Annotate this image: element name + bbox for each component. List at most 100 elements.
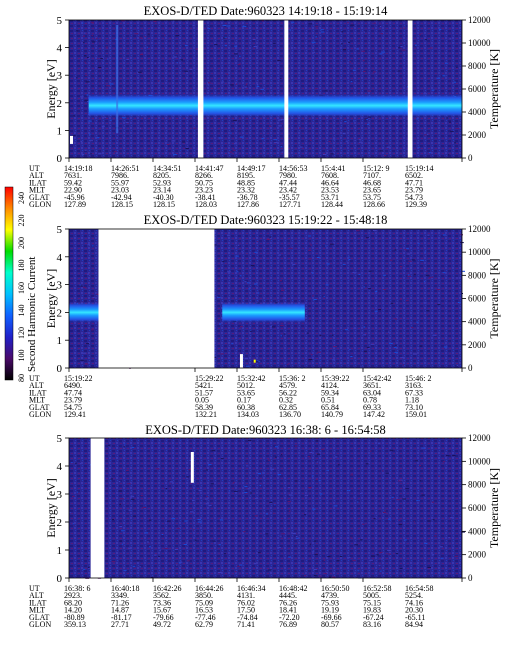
- ephemeris-cell: -45.96: [64, 193, 85, 202]
- noise-speckle: [434, 535, 437, 537]
- noise-speckle: [313, 575, 317, 576]
- ephemeris-cell: 159.01: [405, 410, 427, 419]
- noise-speckle: [134, 33, 139, 35]
- noise-speckle: [239, 136, 244, 138]
- noise-speckle: [233, 120, 237, 121]
- noise-speckle: [76, 491, 78, 493]
- ephemeris-cell: 18.41: [279, 606, 297, 615]
- noise-speckle: [254, 251, 258, 253]
- noise-speckle: [258, 473, 261, 475]
- noise-speckle: [299, 146, 303, 148]
- noise-speckle: [411, 327, 414, 329]
- colorbar-scale: [4, 186, 14, 381]
- noise-speckle: [232, 149, 236, 151]
- ephemeris-row-label: UT: [29, 164, 40, 173]
- noise-speckle: [358, 139, 362, 141]
- noise-speckle: [422, 339, 424, 341]
- noise-speckle: [273, 42, 276, 44]
- ephemeris-cell: 16:54:58: [405, 584, 433, 593]
- noise-speckle: [85, 81, 90, 83]
- y-right-axis-label: Temperature [K]: [487, 49, 501, 129]
- noise-speckle: [393, 347, 397, 349]
- noise-speckle: [87, 566, 90, 568]
- noise-speckle: [74, 462, 77, 464]
- noise-speckle: [456, 277, 459, 279]
- noise-speckle: [439, 546, 443, 548]
- noise-speckle: [85, 332, 88, 334]
- ephemeris-cell: 359.13: [64, 620, 86, 629]
- noise-speckle: [427, 567, 431, 568]
- noise-speckle: [383, 289, 386, 291]
- noise-speckle: [164, 34, 166, 36]
- noise-speckle: [390, 302, 394, 304]
- noise-speckle: [89, 140, 94, 142]
- noise-speckle: [244, 485, 248, 487]
- noise-speckle: [288, 494, 293, 496]
- noise-speckle: [95, 37, 98, 39]
- noise-speckle: [311, 272, 314, 273]
- noise-speckle: [332, 138, 336, 140]
- noise-speckle: [277, 474, 281, 476]
- noise-speckle: [236, 565, 241, 567]
- noise-speckle: [265, 533, 269, 535]
- ephemeris-cell: 15:46: 2: [405, 374, 431, 383]
- noise-speckle: [224, 45, 227, 47]
- noise-speckle: [210, 483, 214, 485]
- data-dropout: [70, 135, 73, 144]
- y-right-tick-label: 10000: [468, 247, 491, 257]
- y-tick-label: 2: [57, 517, 63, 529]
- noise-speckle: [324, 90, 328, 92]
- ephemeris-cell: 147.42: [363, 410, 385, 419]
- noise-speckle: [362, 523, 365, 525]
- ephemeris-cell: 20.30: [405, 606, 423, 615]
- y-right-tick-label: 12000: [468, 15, 491, 25]
- noise-speckle: [306, 332, 309, 334]
- noise-speckle: [406, 300, 409, 302]
- noise-speckle: [75, 30, 79, 32]
- noise-speckle: [332, 359, 335, 361]
- noise-speckle: [402, 498, 406, 500]
- noise-speckle: [442, 75, 446, 77]
- ephemeris-cell: 14:26:51: [111, 164, 139, 173]
- ephemeris-cell: 0.51: [321, 396, 335, 405]
- noise-speckle: [274, 142, 278, 144]
- noise-speckle: [437, 304, 441, 306]
- noise-speckle: [165, 488, 168, 490]
- noise-speckle: [90, 21, 95, 23]
- noise-speckle: [206, 469, 208, 471]
- noise-speckle: [323, 295, 325, 297]
- ephemeris-cell: 62.79: [195, 620, 213, 629]
- noise-speckle: [245, 84, 247, 86]
- noise-speckle: [379, 551, 383, 553]
- ephemeris-cell: 3651.: [363, 381, 381, 390]
- ephemeris-cell: 47.74: [64, 388, 82, 397]
- noise-speckle: [268, 459, 271, 461]
- noise-speckle: [131, 446, 135, 448]
- noise-speckle: [398, 479, 403, 481]
- ephemeris-row-label: ILAT: [29, 598, 46, 607]
- ephemeris-table: UT 15:19:22 15:29:22 15:32:42 15:36: 2 15:39:…: [29, 374, 431, 419]
- spectrogram-background: [69, 438, 462, 578]
- noise-speckle: [419, 33, 421, 35]
- noise-speckle: [226, 73, 229, 75]
- ephemeris-cell: 73.36: [153, 598, 171, 607]
- ephemeris-row-label: GLON: [29, 410, 51, 419]
- noise-speckle: [368, 288, 371, 290]
- noise-speckle: [427, 133, 429, 135]
- noise-speckle: [309, 452, 313, 453]
- noise-speckle: [327, 556, 331, 558]
- noise-speckle: [445, 117, 448, 119]
- ephemeris-cell: 54.73: [405, 193, 423, 202]
- noise-speckle: [88, 120, 92, 122]
- ephemeris-cell: 7980.: [279, 171, 297, 180]
- noise-speckle: [91, 329, 94, 331]
- noise-speckle: [261, 20, 264, 22]
- noise-speckle: [424, 39, 427, 41]
- noise-speckle: [275, 446, 279, 448]
- noise-speckle: [416, 563, 418, 565]
- noise-speckle: [244, 492, 248, 493]
- noise-speckle: [114, 151, 117, 153]
- ephemeris-cell: 129.41: [64, 410, 86, 419]
- noise-speckle: [348, 41, 351, 43]
